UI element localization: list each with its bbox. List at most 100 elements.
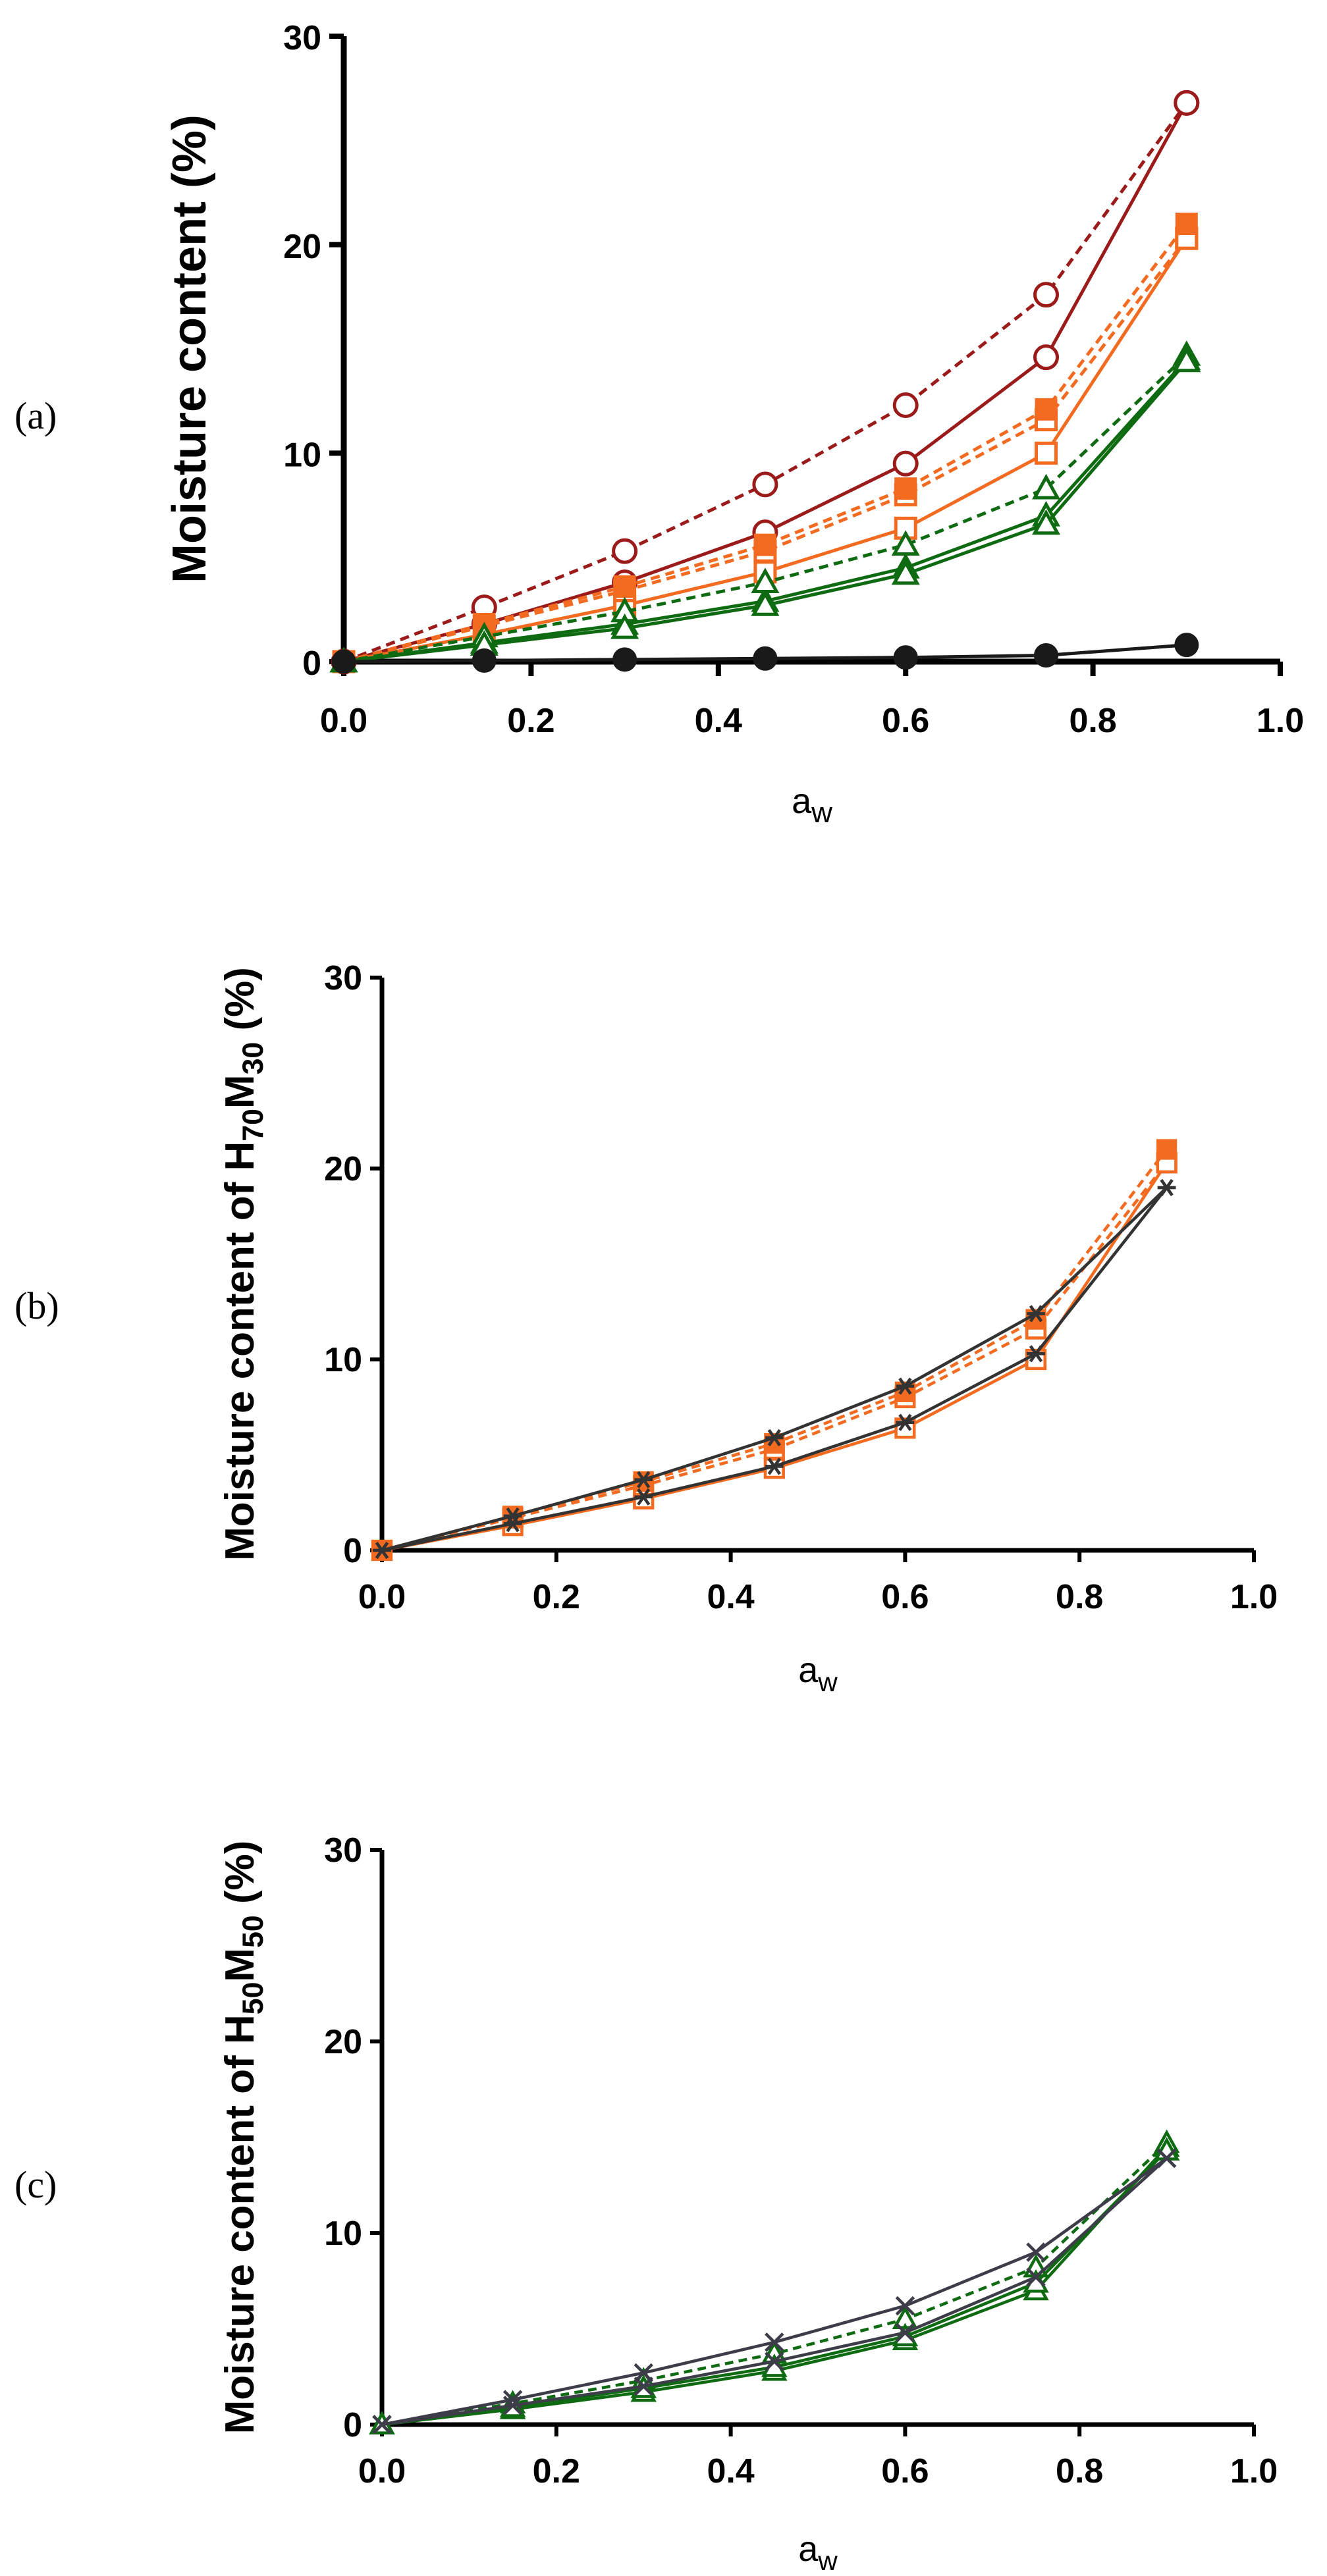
data-point <box>1157 1178 1176 1197</box>
series-line <box>343 358 1188 664</box>
chart-panel-a: 0 10 20 30 0.0 0.2 0.4 0.6 0.8 1.0 aw Moisture cont… <box>163 19 1304 829</box>
data-point <box>1026 2242 1046 2262</box>
x-axis-title: aw <box>798 2529 838 2576</box>
y-tick-label: 20 <box>324 2023 362 2061</box>
x-tick-label: 0.0 <box>358 1578 406 1616</box>
series-line <box>381 2157 1168 2427</box>
y-tick-label: 20 <box>283 228 321 266</box>
data-point <box>753 646 778 671</box>
data-point <box>1032 473 1060 500</box>
data-point <box>372 2415 392 2434</box>
series-line <box>381 2157 1168 2427</box>
data-point <box>895 2323 915 2343</box>
series-line <box>381 1162 1168 1552</box>
data-point <box>1172 346 1201 373</box>
data-point <box>503 1515 522 1533</box>
series-line <box>381 1186 1168 1552</box>
series-asterisk-solid-lower <box>373 1178 1176 1560</box>
data-point <box>896 1377 915 1395</box>
data-point <box>1026 2267 1046 2287</box>
y-tick-label: 0 <box>343 2406 362 2444</box>
data-point <box>1027 1305 1045 1323</box>
data-point <box>893 645 918 670</box>
series-filled-circle-solid <box>331 633 1199 674</box>
x-tick-label: 0.8 <box>1069 702 1116 740</box>
y-tick-label: 10 <box>324 2215 362 2253</box>
y-tick-label: 0 <box>343 1532 362 1570</box>
data-point <box>752 471 778 498</box>
series-filled-square-dashed <box>371 1139 1178 1561</box>
data-point <box>503 1507 522 1525</box>
y-tick-label: 10 <box>324 1341 362 1379</box>
x-axis-title: aw <box>798 1650 838 1697</box>
x-tick-label: 0.2 <box>507 702 555 740</box>
series-triangle-dashed <box>369 2129 1180 2434</box>
x-tick-label: 0.4 <box>707 1578 754 1616</box>
series-triangle-solid <box>369 2133 1180 2434</box>
series-line <box>381 2145 1168 2427</box>
y-axis-title: Moisture content of H70M30 (%) <box>217 967 269 1561</box>
series-line <box>381 2149 1168 2427</box>
series-line <box>381 1161 1168 1552</box>
data-point <box>634 1488 653 1506</box>
series-line <box>381 2142 1168 2427</box>
data-point <box>1032 509 1060 535</box>
x-tick-label: 0.4 <box>707 2452 754 2490</box>
data-point <box>1034 643 1058 668</box>
x-tick-label: 0.6 <box>882 702 929 740</box>
data-point <box>1156 1139 1178 1160</box>
data-point <box>892 392 919 418</box>
x-tick-label: 0.2 <box>533 2452 580 2490</box>
data-point <box>765 2352 784 2371</box>
series-line <box>381 1186 1168 1552</box>
x-tick-label: 0.8 <box>1056 1578 1103 1616</box>
panel-label-a: (a) <box>14 394 57 437</box>
y-axis-title: Moisture content of H50M50 (%) <box>217 1841 269 2434</box>
data-point <box>892 2323 919 2347</box>
series-line <box>343 360 1188 664</box>
x-tick-label: 1.0 <box>1257 702 1304 740</box>
series-triangle-solid-2 <box>369 2137 1180 2434</box>
x-tick-label: 0.4 <box>695 702 742 740</box>
data-point <box>613 575 636 598</box>
data-point <box>472 648 497 673</box>
data-point <box>765 2332 784 2352</box>
data-point <box>1033 344 1059 371</box>
series-triangle-solid-2 <box>329 346 1201 673</box>
data-point <box>894 477 917 500</box>
data-point <box>634 2377 653 2396</box>
x-tick-label: 0.0 <box>358 2452 406 2490</box>
series-open-square-dashed <box>371 1152 1178 1562</box>
chart-panel-b: 0 10 20 30 0.0 0.2 0.4 0.6 0.8 1.0 aw Moisture cont… <box>217 959 1278 1697</box>
data-point <box>1027 1345 1045 1363</box>
x-tick-label: 0.0 <box>320 702 367 740</box>
data-point <box>612 647 637 672</box>
x-tick-label: 0.6 <box>881 2452 929 2490</box>
y-tick-label: 30 <box>324 959 362 997</box>
data-point <box>1033 282 1059 308</box>
data-point <box>1156 2148 1177 2169</box>
data-point <box>891 530 920 556</box>
series-triangle-solid <box>329 344 1201 673</box>
data-point <box>373 1541 391 1560</box>
y-axis-title: Moisture content (%) <box>163 115 216 583</box>
data-point <box>612 538 638 564</box>
data-point <box>1174 633 1199 658</box>
data-point <box>753 533 776 556</box>
x-tick-label: 1.0 <box>1230 1578 1278 1616</box>
data-point <box>751 591 780 616</box>
data-point <box>1174 90 1200 116</box>
data-point <box>891 559 920 585</box>
data-point <box>765 1458 784 1475</box>
y-tick-label: 20 <box>324 1150 362 1188</box>
x-tick-label: 1.0 <box>1230 2452 1278 2490</box>
data-point <box>892 450 919 477</box>
y-tick-label: 10 <box>283 436 321 474</box>
x-tick-label: 0.2 <box>533 1578 580 1616</box>
y-tick-label: 0 <box>302 644 321 683</box>
data-point <box>610 613 639 639</box>
data-point <box>896 1413 915 1431</box>
data-point <box>895 2296 915 2316</box>
data-point <box>634 1471 653 1488</box>
x-tick-label: 0.6 <box>881 1578 929 1616</box>
